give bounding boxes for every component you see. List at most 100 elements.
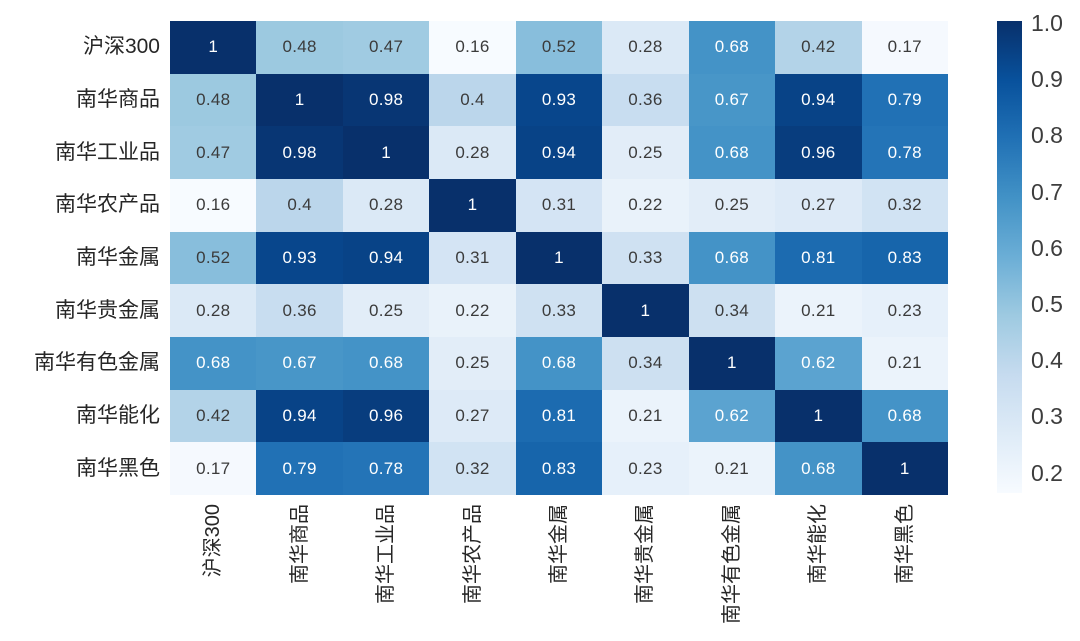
heatmap-cell: 0.17 — [861, 21, 948, 74]
heatmap-cell: 0.96 — [342, 389, 430, 443]
heatmap-cell: 0.31 — [429, 231, 516, 285]
heatmap-cell: 0.81 — [515, 389, 603, 443]
heatmap-grid: 1 0.48 0.47 0.16 0.52 0.28 0.68 0.42 0.17 0.48 1 0.… — [170, 21, 948, 495]
heatmap-cell: 0.34 — [688, 284, 776, 337]
x-axis-label: 南华能化 — [807, 504, 830, 584]
heatmap-cell: 0.93 — [515, 73, 603, 127]
colorbar-tick-label: 0.6 — [1031, 234, 1063, 261]
heatmap-cell: 1 — [429, 179, 516, 232]
x-axis-label: 南华贵金属 — [634, 504, 657, 604]
heatmap-cell: 0.48 — [256, 21, 343, 74]
heatmap-cell: 0.33 — [515, 284, 603, 337]
heatmap-cell: 0.27 — [429, 389, 516, 443]
y-axis-label: 南华工业品 — [55, 140, 160, 164]
heatmap-cell: 0.94 — [515, 126, 603, 179]
heatmap-cell: 1 — [170, 21, 257, 74]
heatmap-cell: 0.68 — [775, 442, 862, 495]
heatmap-cell: 0.68 — [342, 337, 430, 390]
heatmap-cell: 0.21 — [861, 337, 948, 390]
heatmap-cell: 0.47 — [170, 126, 257, 179]
heatmap-cell: 0.42 — [775, 21, 862, 74]
x-axis-label: 沪深300 — [202, 504, 225, 578]
heatmap-cell: 0.25 — [688, 179, 776, 232]
colorbar-tick-label: 1.0 — [1031, 10, 1063, 36]
heatmap-cell: 1 — [515, 231, 603, 285]
heatmap-cell: 0.32 — [429, 442, 516, 495]
heatmap-cell: 0.16 — [170, 179, 257, 232]
heatmap-cell: 0.68 — [688, 21, 776, 74]
colorbar-tick-label: 0.8 — [1031, 122, 1063, 149]
heatmap-cell: 0.79 — [256, 442, 343, 495]
heatmap-cell: 0.79 — [861, 73, 948, 127]
y-axis-label: 南华能化 — [76, 404, 160, 427]
y-axis-label: 沪深300 — [82, 35, 160, 59]
heatmap-cell: 0.83 — [515, 442, 603, 495]
heatmap-cell: 0.17 — [170, 442, 257, 495]
heatmap-cell: 0.93 — [256, 231, 343, 285]
x-axis-label: 南华工业品 — [375, 504, 398, 604]
heatmap-cell: 0.36 — [602, 73, 689, 127]
heatmap-cell: 0.68 — [688, 126, 776, 179]
heatmap-cell: 0.68 — [688, 231, 776, 285]
heatmap-cell: 0.94 — [342, 231, 430, 285]
x-axis-label: 南华农产品 — [461, 504, 484, 604]
heatmap-cell: 0.36 — [256, 284, 343, 337]
heatmap-cell: 0.25 — [602, 126, 689, 179]
heatmap-cell: 0.68 — [170, 337, 257, 390]
colorbar-tick-label: 0.2 — [1031, 459, 1063, 486]
heatmap-cell: 0.78 — [861, 126, 948, 179]
heatmap-cell: 0.94 — [775, 73, 862, 127]
colorbar-tick-label: 0.7 — [1031, 178, 1063, 205]
heatmap-cell: 0.52 — [515, 21, 603, 74]
heatmap-cell: 1 — [602, 284, 689, 337]
heatmap-cell: 0.42 — [170, 389, 257, 443]
heatmap-cell: 0.25 — [342, 284, 430, 337]
heatmap-cell: 0.22 — [602, 179, 689, 232]
heatmap-cell: 0.52 — [170, 231, 257, 285]
heatmap-cell: 1 — [342, 126, 430, 179]
heatmap-cell: 0.28 — [342, 179, 430, 232]
heatmap-cell: 0.28 — [429, 126, 516, 179]
heatmap-cell: 1 — [256, 73, 343, 127]
x-axis-label: 南华有色金属 — [720, 504, 743, 624]
heatmap-cell: 0.67 — [256, 337, 343, 390]
heatmap-cell: 0.48 — [170, 73, 257, 127]
heatmap-cell: 0.67 — [688, 73, 776, 127]
heatmap-cell: 0.98 — [342, 73, 430, 127]
heatmap-cell: 0.23 — [602, 442, 689, 495]
y-axis-label: 南华商品 — [76, 88, 160, 111]
x-axis-label: 南华黑色 — [893, 504, 916, 584]
y-axis-label: 南华贵金属 — [55, 298, 160, 322]
heatmap-cell: 0.28 — [170, 284, 257, 337]
heatmap-cell: 0.28 — [602, 21, 689, 74]
y-axis-label: 南华黑色 — [76, 456, 160, 480]
heatmap-cell: 0.83 — [861, 231, 948, 285]
heatmap-cell: 0.81 — [775, 231, 862, 285]
colorbar-tick-label: 0.5 — [1031, 290, 1063, 317]
heatmap-cell: 1 — [861, 442, 948, 495]
heatmap-cell: 0.47 — [342, 21, 430, 74]
heatmap-cell: 0.22 — [429, 284, 516, 337]
heatmap-cell: 0.4 — [256, 179, 343, 232]
x-axis-label: 南华商品 — [288, 504, 311, 584]
heatmap-cell: 0.62 — [775, 337, 862, 390]
heatmap-cell: 0.27 — [775, 179, 862, 232]
heatmap-cell: 0.4 — [429, 73, 516, 127]
colorbar-tick-label: 0.3 — [1031, 403, 1063, 430]
heatmap-cell: 0.21 — [688, 442, 776, 495]
x-axis-label: 南华金属 — [548, 504, 570, 584]
colorbar-tick-label: 0.4 — [1031, 347, 1063, 374]
y-axis-label: 南华农产品 — [55, 193, 160, 217]
heatmap-cell: 0.68 — [861, 389, 948, 443]
heatmap-cell: 1 — [688, 337, 776, 390]
heatmap-cell: 0.21 — [602, 389, 689, 443]
heatmap-cell: 0.34 — [602, 337, 689, 390]
heatmap-cell: 0.33 — [602, 231, 689, 285]
heatmap-cell: 0.98 — [256, 126, 343, 179]
y-axis-label: 南华金属 — [76, 246, 160, 269]
heatmap-cell: 1 — [775, 389, 862, 443]
heatmap-cell: 0.78 — [342, 442, 430, 495]
heatmap-cell: 0.25 — [429, 337, 516, 390]
heatmap-cell: 0.32 — [861, 179, 948, 232]
heatmap-cell: 0.16 — [429, 21, 516, 74]
